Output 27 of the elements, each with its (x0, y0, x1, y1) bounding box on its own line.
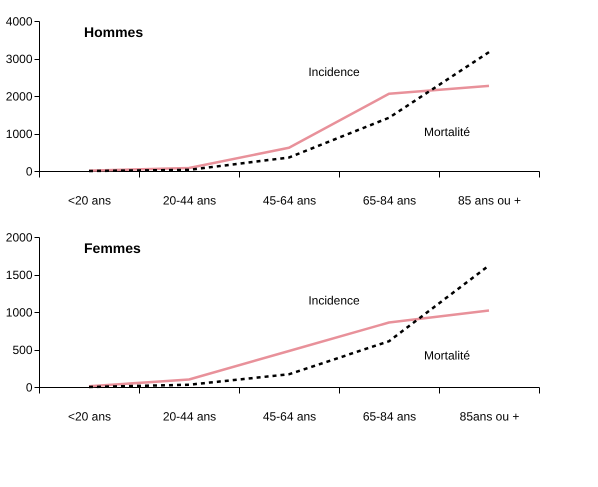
y-tick-label: 0 (26, 380, 33, 394)
x-tick-label: 45-64 ans (262, 410, 316, 424)
y-tick-label: 1500 (6, 268, 33, 282)
line-series (88, 309, 490, 388)
x-tick-label: 20-44 ans (162, 410, 216, 424)
y-tick-label: 500 (12, 343, 33, 357)
y-tick-label: 0 (26, 164, 33, 178)
y-tick-label: 2000 (6, 230, 33, 244)
text: Incidence (308, 64, 360, 79)
x-tick-label: <20 ans (68, 410, 112, 424)
y-tick-label: 1000 (6, 306, 33, 320)
text: Mortalité (424, 124, 470, 139)
y-tick-label: 1000 (6, 127, 33, 141)
x-tick-label: 85 ans ou + (458, 194, 522, 208)
x-tick-label: 45-64 ans (262, 194, 316, 208)
chart-title: Femmes (84, 240, 142, 256)
x-tick-label: 65-84 ans (362, 194, 416, 208)
x-tick-label: 65-84 ans (362, 410, 416, 424)
y-tick-label: 2000 (6, 90, 33, 104)
x-tick-label: 85ans ou + (460, 410, 520, 424)
chart-title: Hommes (84, 24, 144, 40)
x-tick-label: 20-44 ans (162, 194, 216, 208)
y-tick-label: 3000 (6, 52, 33, 66)
series-label: Incidence (308, 294, 360, 308)
y-tick-label: 4000 (6, 14, 33, 28)
text: Mortalité (424, 348, 470, 362)
x-tick-label: <20 ans (68, 194, 112, 208)
